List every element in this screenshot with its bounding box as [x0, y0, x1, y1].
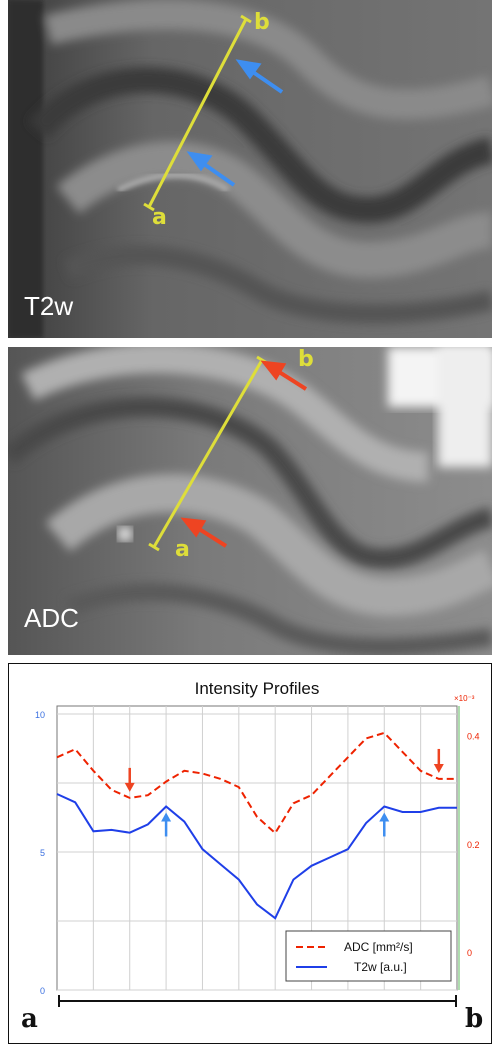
profile-chart-svg: Intensity Profiles ×10⁻³ 10 5 0 0.4 0.2 0 AD…: [35, 679, 480, 1007]
t2w-peak-arrow: [161, 812, 172, 837]
left-axis-tick-label: 0: [40, 986, 45, 996]
adc-lower-arrow: [180, 517, 228, 548]
adc-minimum-arrow: [124, 767, 135, 792]
chart-grid: [57, 706, 457, 991]
adc-probe-line: [152, 359, 264, 548]
t2w-probe-line: [147, 18, 248, 208]
legend-t2w-label: T2w [a.u.]: [354, 960, 407, 974]
t2w-probe-end-a: [143, 202, 155, 212]
x-end-a-label: a: [21, 1004, 38, 1034]
adc-end-b-label: b: [298, 347, 314, 372]
t2w-peak-arrow: [379, 812, 390, 837]
intensity-profile-chart: Intensity Profiles ×10⁻³ 10 5 0 0.4 0.2 0 AD…: [8, 663, 492, 1044]
adc-overlay: [148, 355, 308, 552]
adc-end-a-label: a: [175, 537, 190, 562]
t2w-end-b-label: b: [254, 10, 270, 35]
right-axis-tick-label: 0.2: [467, 840, 480, 850]
chart-title: Intensity Profiles: [195, 679, 320, 698]
left-axis-tick-label: 5: [40, 848, 45, 858]
t2w-probe-end-b: [240, 14, 252, 24]
t2w-label: T2w: [24, 291, 74, 321]
t2w-upper-arrow: [235, 59, 284, 94]
t2w-lower-arrow: [186, 151, 236, 187]
t2w-panel: a b T2w: [8, 0, 492, 338]
adc-upper-arrow: [260, 360, 308, 391]
legend-adc-label: ADC [mm²/s]: [344, 940, 413, 954]
series-line-t2w: [56, 793, 457, 920]
x-end-b-label: b: [465, 1004, 484, 1034]
chart-legend: ADC [mm²/s] T2w [a.u.]: [285, 930, 452, 982]
adc-minimum-arrow: [433, 748, 444, 773]
series-line-adc: [56, 731, 457, 835]
t2w-image: [8, 0, 492, 338]
adc-label: ADC: [24, 603, 79, 633]
right-axis-tick-label: 0.4: [467, 732, 480, 742]
t2w-overlay: [143, 14, 284, 212]
adc-image: [8, 347, 492, 655]
adc-probe-end-a: [148, 542, 160, 552]
left-axis-tick-label: 10: [35, 710, 45, 720]
t2w-end-a-label: a: [152, 205, 167, 230]
x-extent-bar: [58, 995, 457, 1007]
adc-panel: a b ADC: [8, 347, 492, 655]
right-axis-tick-label: 0: [467, 948, 472, 958]
right-axis-multiplier: ×10⁻³: [454, 694, 475, 703]
